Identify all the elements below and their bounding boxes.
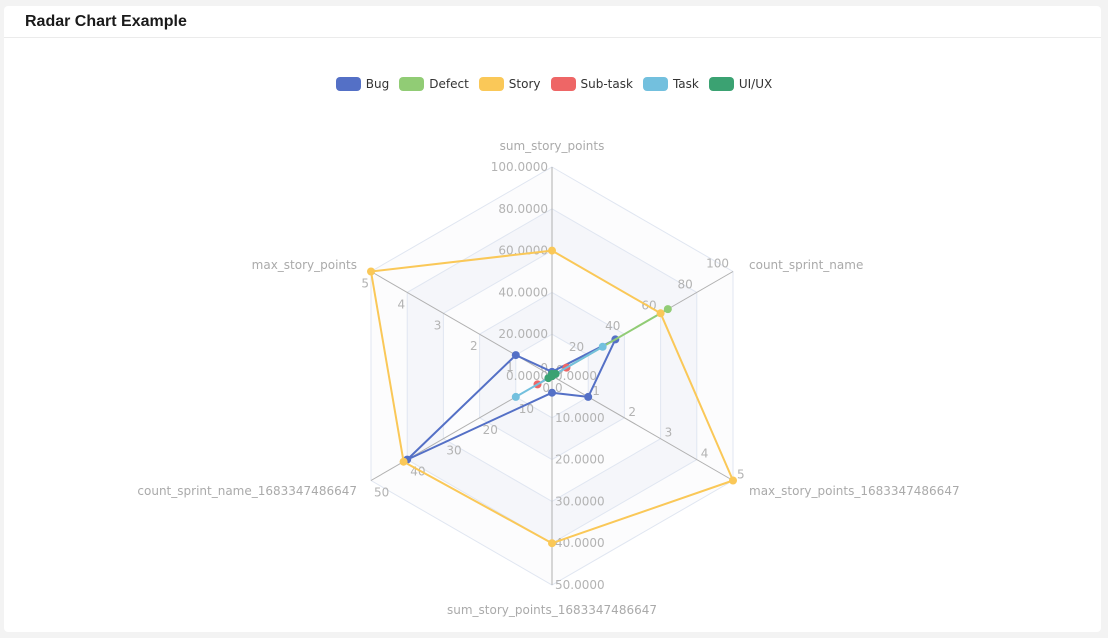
legend-swatch-icon	[399, 77, 425, 91]
card-header: Radar Chart Example	[4, 6, 1101, 38]
legend-item-ui-ux[interactable]: UI/UX	[708, 77, 773, 91]
legend-item-task[interactable]: Task	[642, 77, 699, 91]
legend-item-defect[interactable]: Defect	[399, 77, 469, 91]
legend-label: UI/UX	[738, 77, 773, 91]
legend-item-bug[interactable]: Bug	[335, 77, 390, 91]
legend-label: Task	[672, 77, 699, 91]
legend-label: Story	[508, 77, 541, 91]
legend-swatch-icon	[550, 77, 576, 91]
legend-swatch-icon	[478, 77, 504, 91]
legend-item-story[interactable]: Story	[478, 77, 541, 91]
legend-label: Sub-task	[580, 77, 633, 91]
legend-swatch-icon	[708, 77, 734, 91]
legend-swatch-icon	[642, 77, 668, 91]
legend-item-sub-task[interactable]: Sub-task	[550, 77, 633, 91]
page-title: Radar Chart Example	[25, 12, 187, 30]
chart-card: Radar Chart Example	[4, 6, 1101, 632]
legend-label: Bug	[365, 77, 390, 91]
legend-swatch-icon	[335, 77, 361, 91]
legend-label: Defect	[429, 77, 469, 91]
chart-legend: Bug Defect Story Sub-task Task UI/UX	[0, 77, 1108, 91]
